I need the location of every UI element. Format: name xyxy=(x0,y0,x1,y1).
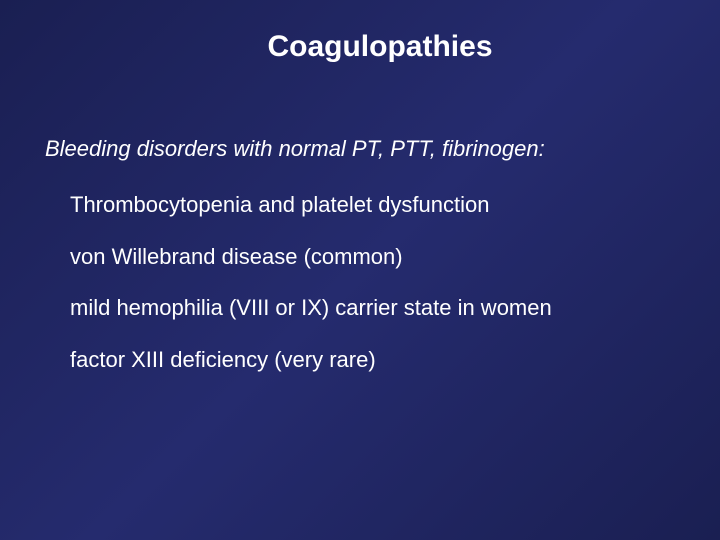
list-item: mild hemophilia (VIII or IX) carrier sta… xyxy=(70,293,675,323)
list-item: Thrombocytopenia and platelet dysfunctio… xyxy=(70,190,675,220)
slide-subheading: Bleeding disorders with normal PT, PTT, … xyxy=(45,136,675,162)
slide-container: Coagulopathies Bleeding disorders with n… xyxy=(0,0,720,540)
slide-title: Coagulopathies xyxy=(85,30,675,64)
bullet-list: Thrombocytopenia and platelet dysfunctio… xyxy=(45,190,675,375)
list-item: factor XIII deficiency (very rare) xyxy=(70,345,675,375)
list-item: von Willebrand disease (common) xyxy=(70,242,675,272)
